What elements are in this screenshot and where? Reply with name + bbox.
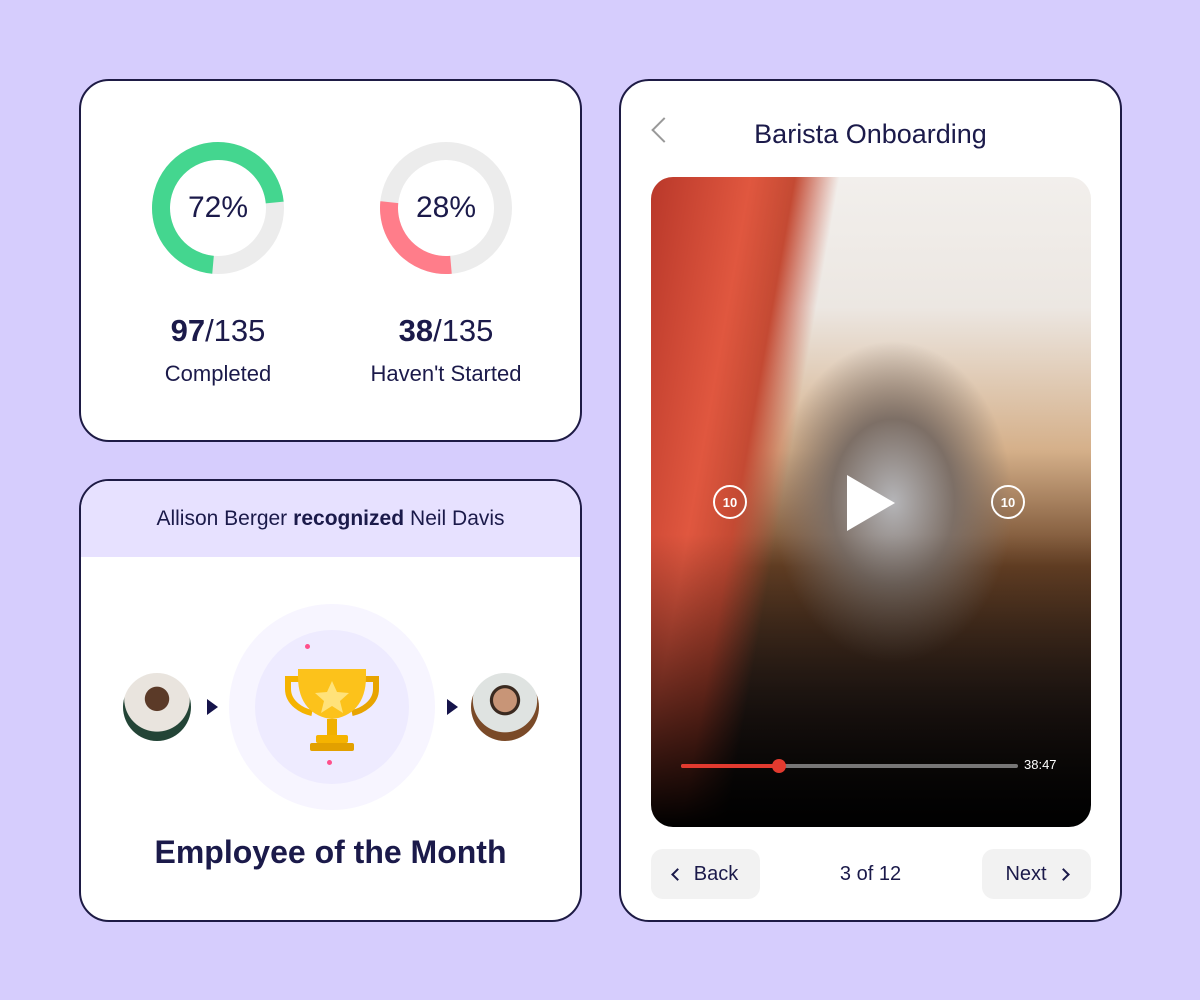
video-player[interactable]: 10 10 38:47	[651, 177, 1091, 827]
not-started-total: /135	[433, 313, 494, 348]
back-label: Back	[693, 862, 739, 885]
forward-10-icon: 10	[1000, 494, 1016, 510]
arrow-right-icon	[207, 699, 218, 715]
completed-donut: 72%	[151, 141, 285, 275]
not-started-label: Haven't Started	[370, 361, 522, 386]
course-player-card: Barista Onboarding 10 10 38:47 Back 3 of…	[619, 79, 1122, 922]
course-title: Barista Onboarding	[754, 119, 987, 149]
completed-percent: 72%	[187, 191, 249, 224]
completed-count: 97/135	[103, 313, 333, 349]
chevron-right-icon	[1056, 867, 1070, 881]
completed-label: Completed	[164, 361, 272, 386]
rewind-10-button[interactable]: 10	[713, 485, 747, 519]
giver-name: Allison Berger	[156, 507, 288, 530]
completed-arc	[152, 142, 284, 274]
recognition-header: Allison Berger recognized Neil Davis	[81, 481, 580, 557]
video-duration: 38:47	[1024, 757, 1057, 772]
trophy-icon	[285, 669, 379, 751]
completed-total: /135	[205, 313, 266, 348]
not-started-donut: 28%	[379, 141, 513, 275]
not-started-number: 38	[398, 313, 434, 348]
trophy-halo	[229, 604, 435, 810]
progress-stats-card: 72% 97/135 Completed 28% 38/135 Haven't …	[79, 79, 582, 442]
rewind-10-icon: 10	[722, 494, 738, 510]
completed-number: 97	[170, 313, 206, 348]
not-started-stat: 28% 38/135 Haven't Started	[331, 141, 561, 387]
receiver-name: Neil Davis	[410, 507, 505, 530]
next-button[interactable]: Next	[982, 849, 1091, 899]
receiver-avatar	[471, 673, 539, 741]
arrow-right-icon	[447, 699, 458, 715]
back-button[interactable]: Back	[651, 849, 760, 899]
play-button[interactable]	[847, 475, 895, 531]
forward-10-button[interactable]: 10	[991, 485, 1025, 519]
not-started-count: 38/135	[331, 313, 561, 349]
progress-handle[interactable]	[771, 759, 786, 773]
award-title: Employee of the Month	[154, 834, 507, 870]
page-indicator: 3 of 12	[839, 863, 902, 885]
completed-stat: 72% 97/135 Completed	[103, 141, 333, 387]
progress-fill	[681, 764, 779, 768]
giver-avatar	[123, 673, 191, 741]
not-started-arc	[380, 142, 512, 274]
recognition-card: Allison Berger recognized Neil Davis Emp…	[79, 479, 582, 922]
recognized-verb: recognized	[293, 507, 405, 530]
video-progress-slider[interactable]	[681, 759, 1018, 773]
not-started-percent: 28%	[415, 191, 477, 224]
next-label: Next	[1005, 862, 1047, 885]
